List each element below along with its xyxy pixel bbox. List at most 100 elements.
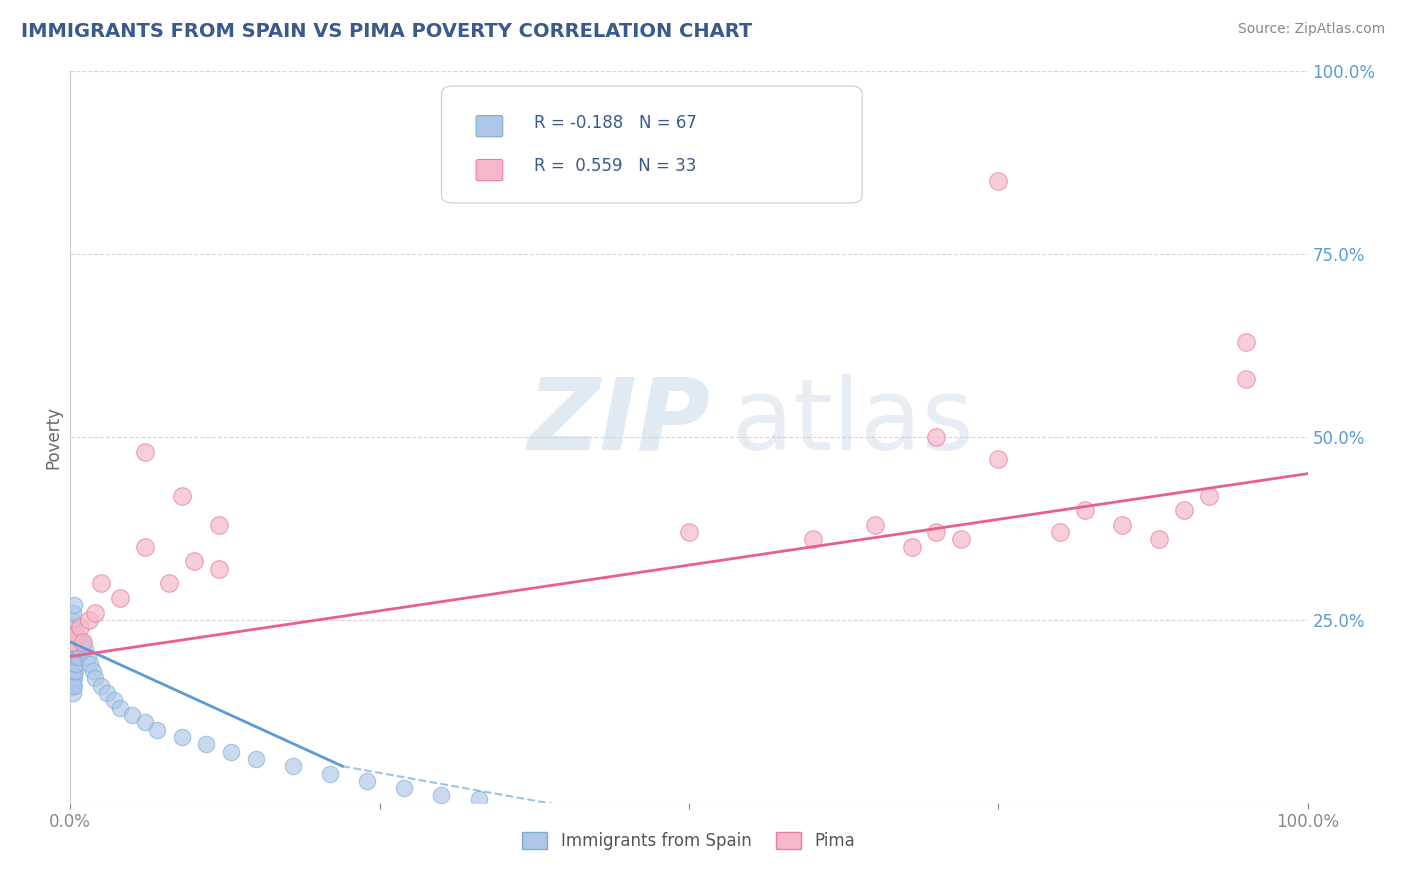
Point — [319, 766, 342, 780]
Point — [65, 664, 87, 678]
Point — [1198, 489, 1220, 503]
Point — [430, 789, 453, 803]
Point — [66, 635, 89, 649]
Point — [394, 781, 416, 796]
Point — [65, 642, 87, 657]
Point — [146, 723, 169, 737]
Point — [75, 642, 97, 657]
Text: R =  0.559   N = 33: R = 0.559 N = 33 — [534, 158, 696, 176]
FancyBboxPatch shape — [477, 116, 503, 136]
Point — [67, 635, 90, 649]
Point — [82, 664, 104, 678]
Point — [950, 533, 973, 547]
Point — [69, 642, 91, 657]
Text: atlas: atlas — [733, 374, 974, 471]
Point — [72, 635, 94, 649]
Point — [63, 672, 86, 686]
Point — [69, 635, 91, 649]
Point — [801, 533, 824, 547]
Point — [134, 540, 156, 554]
Point — [134, 715, 156, 730]
Point — [67, 642, 90, 657]
Point — [925, 525, 948, 540]
Point — [183, 554, 205, 568]
Point — [108, 700, 131, 714]
Point — [65, 657, 87, 671]
Point — [62, 606, 84, 620]
Point — [62, 672, 84, 686]
Point — [62, 635, 84, 649]
Point — [63, 599, 86, 613]
Point — [62, 657, 84, 671]
Point — [77, 613, 100, 627]
Point — [60, 679, 83, 693]
Point — [79, 657, 101, 671]
Point — [70, 635, 93, 649]
Point — [96, 686, 118, 700]
Point — [121, 708, 143, 723]
Point — [63, 642, 86, 657]
Point — [245, 752, 267, 766]
Point — [60, 657, 83, 671]
Point — [208, 517, 231, 532]
Point — [63, 635, 86, 649]
Point — [678, 525, 700, 540]
Point — [170, 489, 193, 503]
Point — [84, 606, 107, 620]
Point — [900, 540, 922, 554]
Point — [62, 679, 84, 693]
Point — [63, 657, 86, 671]
Point — [65, 627, 87, 641]
Point — [157, 576, 180, 591]
Point — [65, 635, 87, 649]
FancyBboxPatch shape — [477, 160, 503, 181]
Point — [65, 649, 87, 664]
Point — [1111, 517, 1133, 532]
Point — [60, 635, 83, 649]
Point — [281, 759, 304, 773]
Point — [62, 664, 84, 678]
Point — [987, 174, 1010, 188]
Point — [1234, 334, 1257, 349]
Point — [90, 576, 112, 591]
Point — [66, 642, 89, 657]
Point — [62, 620, 84, 634]
Point — [90, 679, 112, 693]
Point — [63, 649, 86, 664]
Point — [1049, 525, 1071, 540]
Point — [60, 642, 83, 657]
Point — [63, 664, 86, 678]
Point — [467, 792, 489, 806]
Point — [62, 642, 84, 657]
Point — [76, 649, 98, 664]
FancyBboxPatch shape — [441, 86, 862, 203]
Text: R = -0.188   N = 67: R = -0.188 N = 67 — [534, 113, 697, 131]
Text: IMMIGRANTS FROM SPAIN VS PIMA POVERTY CORRELATION CHART: IMMIGRANTS FROM SPAIN VS PIMA POVERTY CO… — [21, 22, 752, 41]
Point — [69, 620, 91, 634]
Point — [1147, 533, 1170, 547]
Point — [356, 773, 378, 788]
Point — [1234, 371, 1257, 385]
Text: Source: ZipAtlas.com: Source: ZipAtlas.com — [1237, 22, 1385, 37]
Point — [66, 649, 89, 664]
Point — [62, 635, 84, 649]
Point — [72, 635, 94, 649]
Point — [60, 649, 83, 664]
Point — [65, 657, 87, 671]
Point — [60, 664, 83, 678]
Point — [62, 649, 84, 664]
Point — [1173, 503, 1195, 517]
Point — [60, 672, 83, 686]
Point — [60, 613, 83, 627]
Point — [219, 745, 242, 759]
Point — [63, 679, 86, 693]
Point — [1074, 503, 1097, 517]
Point — [925, 430, 948, 444]
Point — [65, 649, 87, 664]
Point — [134, 444, 156, 458]
Point — [62, 686, 84, 700]
Point — [65, 642, 87, 657]
Point — [195, 737, 218, 751]
Point — [208, 562, 231, 576]
Point — [863, 517, 886, 532]
